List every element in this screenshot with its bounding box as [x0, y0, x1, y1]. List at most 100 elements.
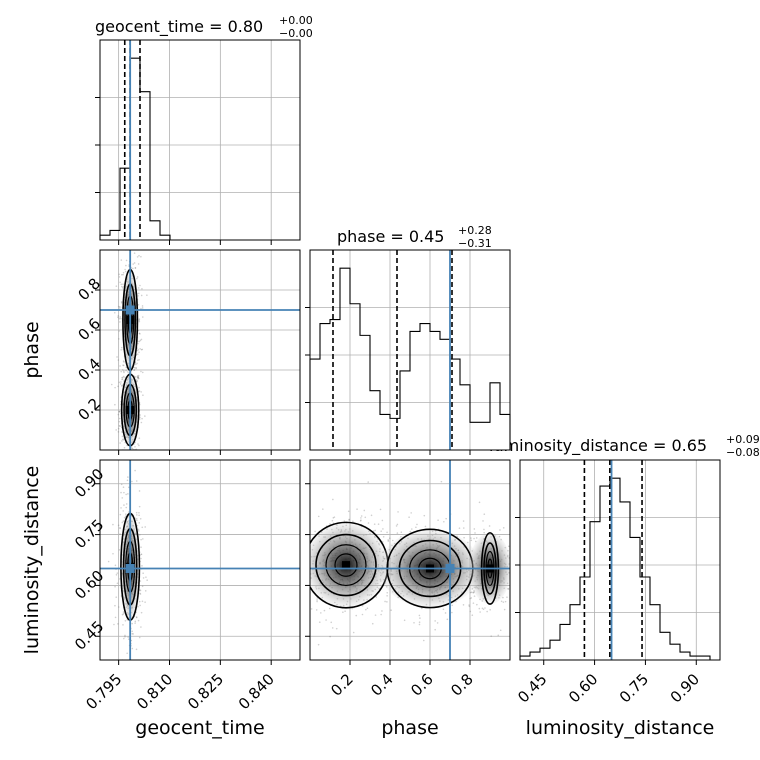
density-10-truth-marker [125, 305, 135, 315]
density-20-sample-point [120, 507, 122, 509]
density-10-sample-point [119, 365, 121, 367]
density-21-sample-point [315, 609, 318, 611]
density-10-sample-point [122, 370, 125, 372]
density-20-sample-point [116, 582, 119, 585]
density-10-sample-point [137, 376, 139, 378]
density-21-sample-point [470, 539, 473, 542]
density-20-sample-point [119, 533, 121, 535]
density-phase-vs-geocent-time: 0.20.40.60.8 [74, 246, 301, 457]
density-10-sample-point [122, 364, 125, 367]
density-21-truth-marker [445, 563, 455, 573]
density-10-sample-point [124, 270, 127, 273]
density-21-sample-point [314, 530, 316, 533]
density-21-sample-point [486, 610, 488, 613]
density-10-sample-point [139, 339, 142, 342]
density-20-sample-point [123, 491, 125, 494]
density-21-sample-point [517, 578, 519, 580]
density-10-sample-point [133, 262, 136, 264]
density-21-sample-point [304, 591, 306, 593]
density-10-sample-point [140, 255, 142, 258]
density-20-sample-point [134, 620, 137, 623]
density-20-sample-point [127, 493, 129, 495]
hist-geocent-time [95, 39, 301, 245]
density-10-sample-point [141, 305, 144, 307]
density-20-sample-point [131, 480, 133, 483]
density-21-sample-point [371, 622, 374, 625]
density-10-sample-point [135, 380, 138, 383]
svg-text:phase = 0.45: phase = 0.45 [337, 227, 444, 246]
density-10-sample-point [118, 410, 120, 413]
xlabel-phase: phase [381, 717, 438, 739]
density-10-sample-point [117, 427, 120, 430]
density-21-sample-point [482, 520, 484, 522]
density-10-sample-point [139, 416, 141, 419]
density-20-sample-point [131, 647, 134, 650]
density-10-sample-point [136, 362, 138, 365]
density-10-sample-point [121, 376, 123, 379]
density-10-sample-point [137, 348, 140, 351]
density-21-sample-point [483, 528, 485, 531]
density-21-xtick-label: 0.2 [327, 670, 357, 700]
density-10-sample-point [118, 273, 120, 276]
density-21-sample-point [356, 508, 358, 510]
density-10-sample-point [133, 246, 135, 248]
density-21-sample-point [502, 601, 505, 603]
density-21-sample-point [423, 514, 426, 517]
density-20-sample-point [138, 522, 141, 524]
density-10-sample-point [134, 455, 136, 457]
density-10-sample-point [136, 375, 139, 377]
density-20-sample-point [140, 546, 142, 548]
density-20-sample-point [138, 511, 140, 514]
density-20-sample-point [120, 491, 122, 494]
density-21-sample-point [348, 519, 350, 521]
density-21-xtick-label: 0.8 [447, 670, 477, 700]
density-21-sample-point [343, 520, 346, 522]
density-21-sample-point [386, 591, 389, 594]
density-10-sample-point [118, 417, 121, 420]
density-20-sample-point [117, 623, 119, 625]
density-21-sample-point [483, 531, 485, 534]
density-21-sample-point [352, 520, 354, 523]
density-10-sample-point [136, 359, 139, 362]
density-20-xtick-label: 0.840 [235, 670, 278, 713]
density-10-sample-point [137, 374, 140, 377]
density-21-sample-point [507, 587, 509, 590]
density-10-sample-point [114, 386, 116, 389]
density-20-sample-point [141, 565, 143, 567]
density-21-frame [309, 459, 511, 661]
density-10-sample-point [120, 370, 123, 373]
density-21-sample-point [483, 513, 486, 516]
hist-2-step [519, 477, 720, 661]
density-21-contour [334, 553, 358, 577]
density-20-sample-point [131, 622, 133, 625]
density-10-sample-point [121, 431, 123, 433]
density-20-sample-point [124, 620, 127, 622]
density-20-sample-point [118, 549, 121, 551]
hist-2-frame [519, 459, 721, 661]
density-21-sample-point [384, 600, 386, 603]
density-21-sample-point [307, 613, 309, 615]
density-21-sample-point [381, 519, 384, 522]
density-20-sample-point [117, 606, 120, 608]
density-21-sample-point [472, 591, 475, 594]
density-20-sample-point [114, 616, 117, 619]
density-20-sample-point [144, 590, 147, 592]
density-10-sample-point [136, 277, 138, 280]
density-21-sample-point [387, 540, 390, 542]
density-21-sample-point [390, 609, 392, 612]
density-21-sample-point [418, 621, 421, 624]
density-20-sample-point [135, 517, 138, 520]
density-10-sample-point [121, 378, 124, 380]
density-20-sample-point [138, 490, 141, 492]
density-21-sample-point [363, 509, 366, 512]
density-10-sample-point [144, 453, 146, 455]
density-20-sample-point [122, 612, 125, 615]
density-10-sample-point [120, 273, 123, 276]
density-21-sample-point [422, 639, 425, 642]
density-20-sample-point [126, 652, 128, 655]
density-20-sample-point [137, 528, 140, 531]
density-20-sample-point [114, 585, 116, 588]
density-21-sample-point [367, 522, 370, 524]
svg-text:luminosity_distance = 0.65: luminosity_distance = 0.65 [489, 436, 707, 456]
density-21-sample-point [511, 584, 513, 586]
